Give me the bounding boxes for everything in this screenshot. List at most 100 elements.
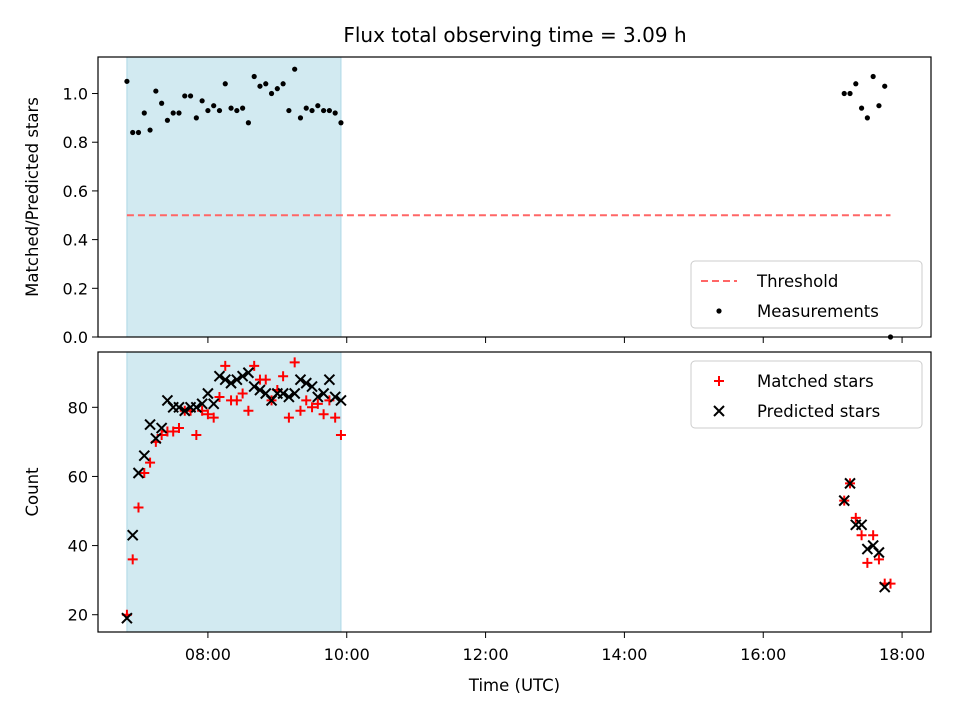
measurement-point [199,98,205,104]
y-tick-label: 0.8 [63,133,88,152]
matched-point [168,426,179,437]
matched-point [283,412,294,423]
measurement-point [257,83,263,89]
x-tick-label: 10:00 [324,645,370,664]
matched-point [220,360,231,371]
predicted-point [202,387,214,400]
measurement-point [222,81,228,87]
x-tick-label: 14:00 [601,645,647,664]
measurement-point [251,73,257,80]
matched-point [335,429,346,440]
predicted-point [219,373,231,386]
predicted-point [335,394,347,407]
measurement-point [187,93,194,99]
matched-point [307,402,318,413]
predicted-point [179,405,191,417]
y-tick-label: 0.6 [63,182,88,201]
measurement-point [292,66,298,72]
x-tick-label: 16:00 [740,645,786,664]
measurement-point [332,110,338,116]
predicted-point [294,373,307,386]
matched-point [145,457,156,468]
measurement-point [159,100,165,106]
matched-point [295,405,306,416]
measurement-point [882,83,888,89]
legend-predicted-swatch [713,405,725,417]
measurement-point [124,78,130,84]
y-tick-label: 20 [68,606,88,625]
y-tick-label: 0.0 [63,328,88,347]
predicted-point [254,384,266,396]
y-tick-label: 0.4 [63,231,88,250]
measurement-point [147,127,153,133]
observing-span [126,351,342,633]
y-tick-label: 40 [68,537,88,556]
measurement-point [211,103,217,109]
y-tick-label: 0.2 [63,279,88,298]
matched-point [873,554,884,565]
legend-measurement-swatch [716,308,722,314]
measurement-point [876,103,882,109]
measurement-point [286,107,292,114]
y-tick-label: 1.0 [63,85,88,104]
matched-point [202,409,213,420]
legend-label: Predicted stars [757,402,880,421]
x-axis-label: Time (UTC) [468,676,560,695]
matched-point [862,557,873,568]
matched-point [191,429,202,440]
predicted-point [190,401,203,414]
predicted-point [323,373,336,386]
legend-box [690,360,923,429]
predicted-point [132,467,145,479]
measurement-point [297,115,304,121]
measurement-point [870,73,876,80]
axes-frame [97,56,932,338]
predicted-point [236,370,249,382]
predicted-point [873,546,885,559]
predicted-point [277,387,289,400]
measurement-point [205,107,211,114]
measurement-point [864,115,870,121]
measurement-point [141,110,147,116]
matched-point [301,395,312,406]
predicted-point [283,391,295,403]
axes-frame [97,351,932,633]
matched-point [260,374,271,385]
predicted-point [855,519,868,531]
measurement-point [274,86,280,92]
legend-matched-swatch [714,376,724,386]
matched-point [139,467,150,478]
x-tick-label: 18:00 [879,645,925,664]
measurement-point [234,107,240,114]
measurement-point [263,81,269,87]
predicted-point [329,391,341,403]
measurement-point [164,117,171,123]
legend: Matched stars Predicted stars [690,360,923,429]
predicted-point [838,494,850,507]
matched-point [127,554,138,565]
measurement-point [228,105,234,111]
measurement-point [176,110,182,116]
matched-point [173,423,184,434]
predicted-point [196,398,208,410]
predicted-point [127,529,139,541]
measurement-point [309,107,315,114]
matched-point [850,512,861,523]
y-tick-label: 80 [68,398,88,417]
matched-point [289,357,300,368]
predicted-point [144,418,156,431]
measurement-point [193,115,199,121]
measurement-point [170,110,176,116]
matched-point [243,405,254,416]
measurement-point [268,90,275,97]
matched-point [208,412,219,423]
matched-point [231,395,242,406]
measurement-point [182,93,188,99]
predicted-point [138,449,150,462]
matched-point [868,530,879,541]
measurement-point [315,103,321,109]
predicted-point [150,432,162,445]
predicted-point [861,543,874,555]
measurement-point [326,107,332,114]
y-tick-label: 60 [68,467,88,486]
